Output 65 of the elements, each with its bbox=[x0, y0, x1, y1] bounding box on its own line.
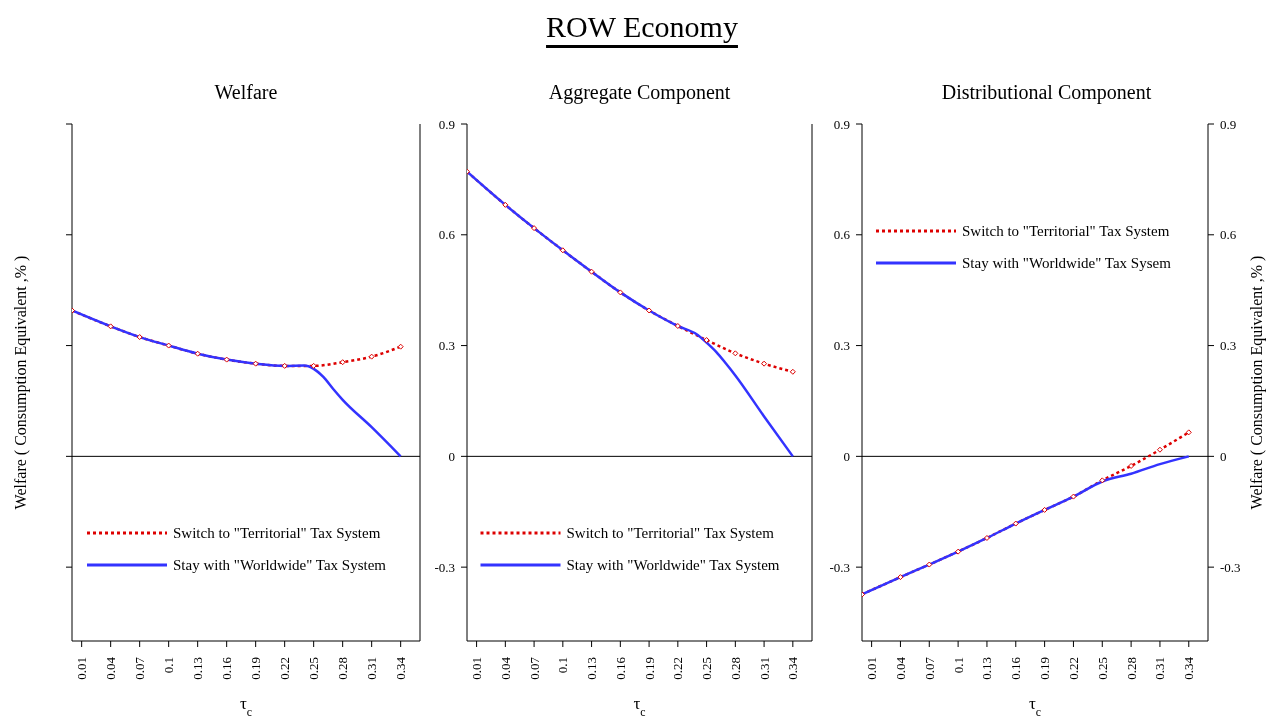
x-tick-label: 0.34 bbox=[1181, 656, 1197, 680]
x-axis-title: τ$_{c}$ bbox=[1028, 694, 1042, 719]
y-tick-label: 0 bbox=[448, 448, 455, 464]
x-tick-label: 0.04 bbox=[497, 656, 513, 680]
chart-title: Welfare bbox=[213, 80, 279, 105]
x-axis-title: τ$_{c}$ bbox=[633, 694, 646, 719]
x-tick-label: 0.22 bbox=[1065, 657, 1081, 680]
x-tick-label: 0.34 bbox=[393, 656, 409, 680]
x-tick-label: 0.22 bbox=[277, 657, 293, 680]
y-tick-label: 0.6 bbox=[833, 227, 851, 243]
y-tick-label: -0.3 bbox=[434, 559, 455, 575]
x-tick-label: 0.19 bbox=[248, 657, 264, 680]
x-tick-label: 0.01 bbox=[469, 657, 485, 680]
x-tick-label: 0.28 bbox=[1123, 657, 1139, 680]
y2-tick-label: 0 bbox=[1220, 448, 1227, 464]
x-tick-label: 0.07 bbox=[132, 656, 148, 680]
y2-tick-label: 0.9 bbox=[1220, 116, 1237, 132]
y-tick-label: 0.9 bbox=[833, 116, 850, 132]
chart-title: Aggregate Component bbox=[548, 81, 731, 103]
x-tick-label: 0.31 bbox=[756, 657, 772, 680]
x-tick-label: 0.31 bbox=[364, 657, 380, 680]
x-tick-label: 0.01 bbox=[864, 657, 880, 680]
x-tick-label: 0.1 bbox=[161, 657, 177, 674]
x-tick-label: 0.1 bbox=[555, 657, 571, 674]
x-tick-label: 0.1 bbox=[950, 657, 966, 674]
y2-tick-label: 0.3 bbox=[1220, 338, 1237, 354]
legend-label: Switch to "Territorial" Tax System bbox=[566, 525, 775, 541]
x-tick-label: 0.25 bbox=[699, 657, 715, 680]
x-tick-label: 0.19 bbox=[641, 657, 657, 680]
x-tick-label: 0.04 bbox=[892, 656, 908, 680]
x-tick-label: 0.16 bbox=[612, 656, 628, 680]
y-tick-label: 0 bbox=[843, 448, 850, 464]
x-tick-label: 0.07 bbox=[921, 656, 937, 680]
legend-label: Stay with "Worldwide" Tax System bbox=[566, 557, 780, 573]
y-tick-label: -0.3 bbox=[829, 559, 850, 575]
x-tick-label: 0.07 bbox=[526, 656, 542, 680]
x-tick-label: 0.28 bbox=[335, 657, 351, 680]
y-axis-title: Welfare ( Consumption Equivalent ,% ) bbox=[11, 255, 30, 510]
x-tick-label: 0.25 bbox=[1094, 657, 1110, 680]
legend-label: Stay with "Worldwide" Tax System bbox=[173, 557, 387, 573]
legend-label: Switch to "Territorial" Tax System bbox=[962, 223, 1170, 239]
x-tick-label: 0.01 bbox=[74, 657, 90, 680]
x-tick-label: 0.34 bbox=[785, 656, 801, 680]
x-tick-label: 0.31 bbox=[1152, 657, 1168, 680]
x-tick-label: 0.22 bbox=[670, 657, 686, 680]
x-tick-label: 0.13 bbox=[979, 657, 995, 680]
y-tick-label: 0.6 bbox=[438, 227, 456, 243]
x-tick-label: 0.25 bbox=[306, 657, 322, 680]
x-tick-label: 0.16 bbox=[219, 656, 235, 680]
y-tick-label: 0.3 bbox=[438, 338, 455, 354]
y2-tick-label: 0.6 bbox=[1220, 227, 1237, 243]
x-tick-label: 0.13 bbox=[190, 657, 206, 680]
x-tick-label: 0.16 bbox=[1008, 656, 1024, 680]
y-tick-label: 0.3 bbox=[833, 338, 850, 354]
y2-tick-label: -0.3 bbox=[1220, 559, 1241, 575]
x-tick-label: 0.13 bbox=[584, 657, 600, 680]
x-tick-label: 0.28 bbox=[727, 657, 743, 680]
legend-label: Stay with "Worldwide" Tax Sysem bbox=[962, 255, 1172, 271]
x-tick-label: 0.04 bbox=[103, 656, 119, 680]
y2-axis-title: Welfare ( Consumption Equivalent ,% ) bbox=[1247, 255, 1266, 510]
x-axis-title: τ$_{c}$ bbox=[239, 694, 253, 719]
x-tick-label: 0.19 bbox=[1037, 657, 1053, 680]
y-tick-label: 0.9 bbox=[438, 116, 455, 132]
chart-title: Distributional Component bbox=[941, 81, 1152, 103]
legend-label: Switch to "Territorial" Tax System bbox=[173, 525, 381, 541]
